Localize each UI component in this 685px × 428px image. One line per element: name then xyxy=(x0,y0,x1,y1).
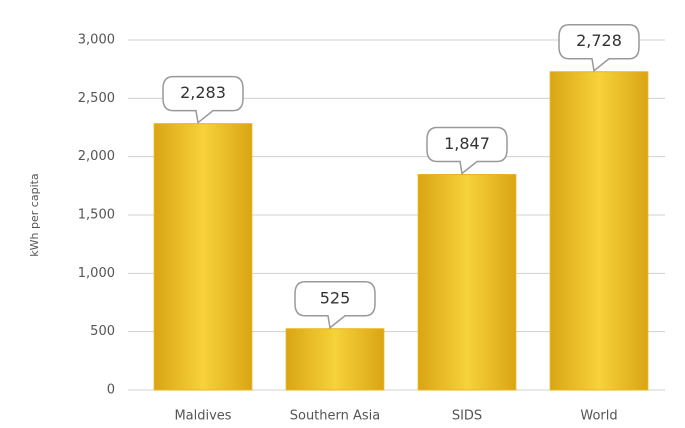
bar xyxy=(417,174,517,391)
value-bubble xyxy=(162,75,244,125)
value-bubble xyxy=(426,126,508,175)
value-label: 2,283 xyxy=(180,83,226,102)
x-tick-label: SIDS xyxy=(452,409,482,424)
value-label: 525 xyxy=(320,288,351,307)
x-tick-label: World xyxy=(580,409,617,424)
y-axis-label: kWh per capita xyxy=(28,173,41,256)
y-tick-label: 3,000 xyxy=(78,33,115,48)
y-tick-label: 2,000 xyxy=(78,149,115,164)
y-tick-label: 2,500 xyxy=(78,91,115,106)
x-tick-label: Maldives xyxy=(174,409,231,424)
value-bubble xyxy=(294,281,376,330)
value-label: 2,728 xyxy=(576,31,622,50)
bar xyxy=(285,328,385,391)
value-label: 1,847 xyxy=(444,134,490,153)
bar xyxy=(549,71,649,391)
y-tick-label: 1,500 xyxy=(78,208,115,223)
value-bubble xyxy=(558,23,640,73)
y-tick-label: 500 xyxy=(90,324,115,339)
bar xyxy=(153,123,253,391)
y-tick-label: 1,000 xyxy=(78,266,115,281)
y-tick-label: 0 xyxy=(107,383,115,398)
x-tick-label: Southern Asia xyxy=(290,409,381,424)
